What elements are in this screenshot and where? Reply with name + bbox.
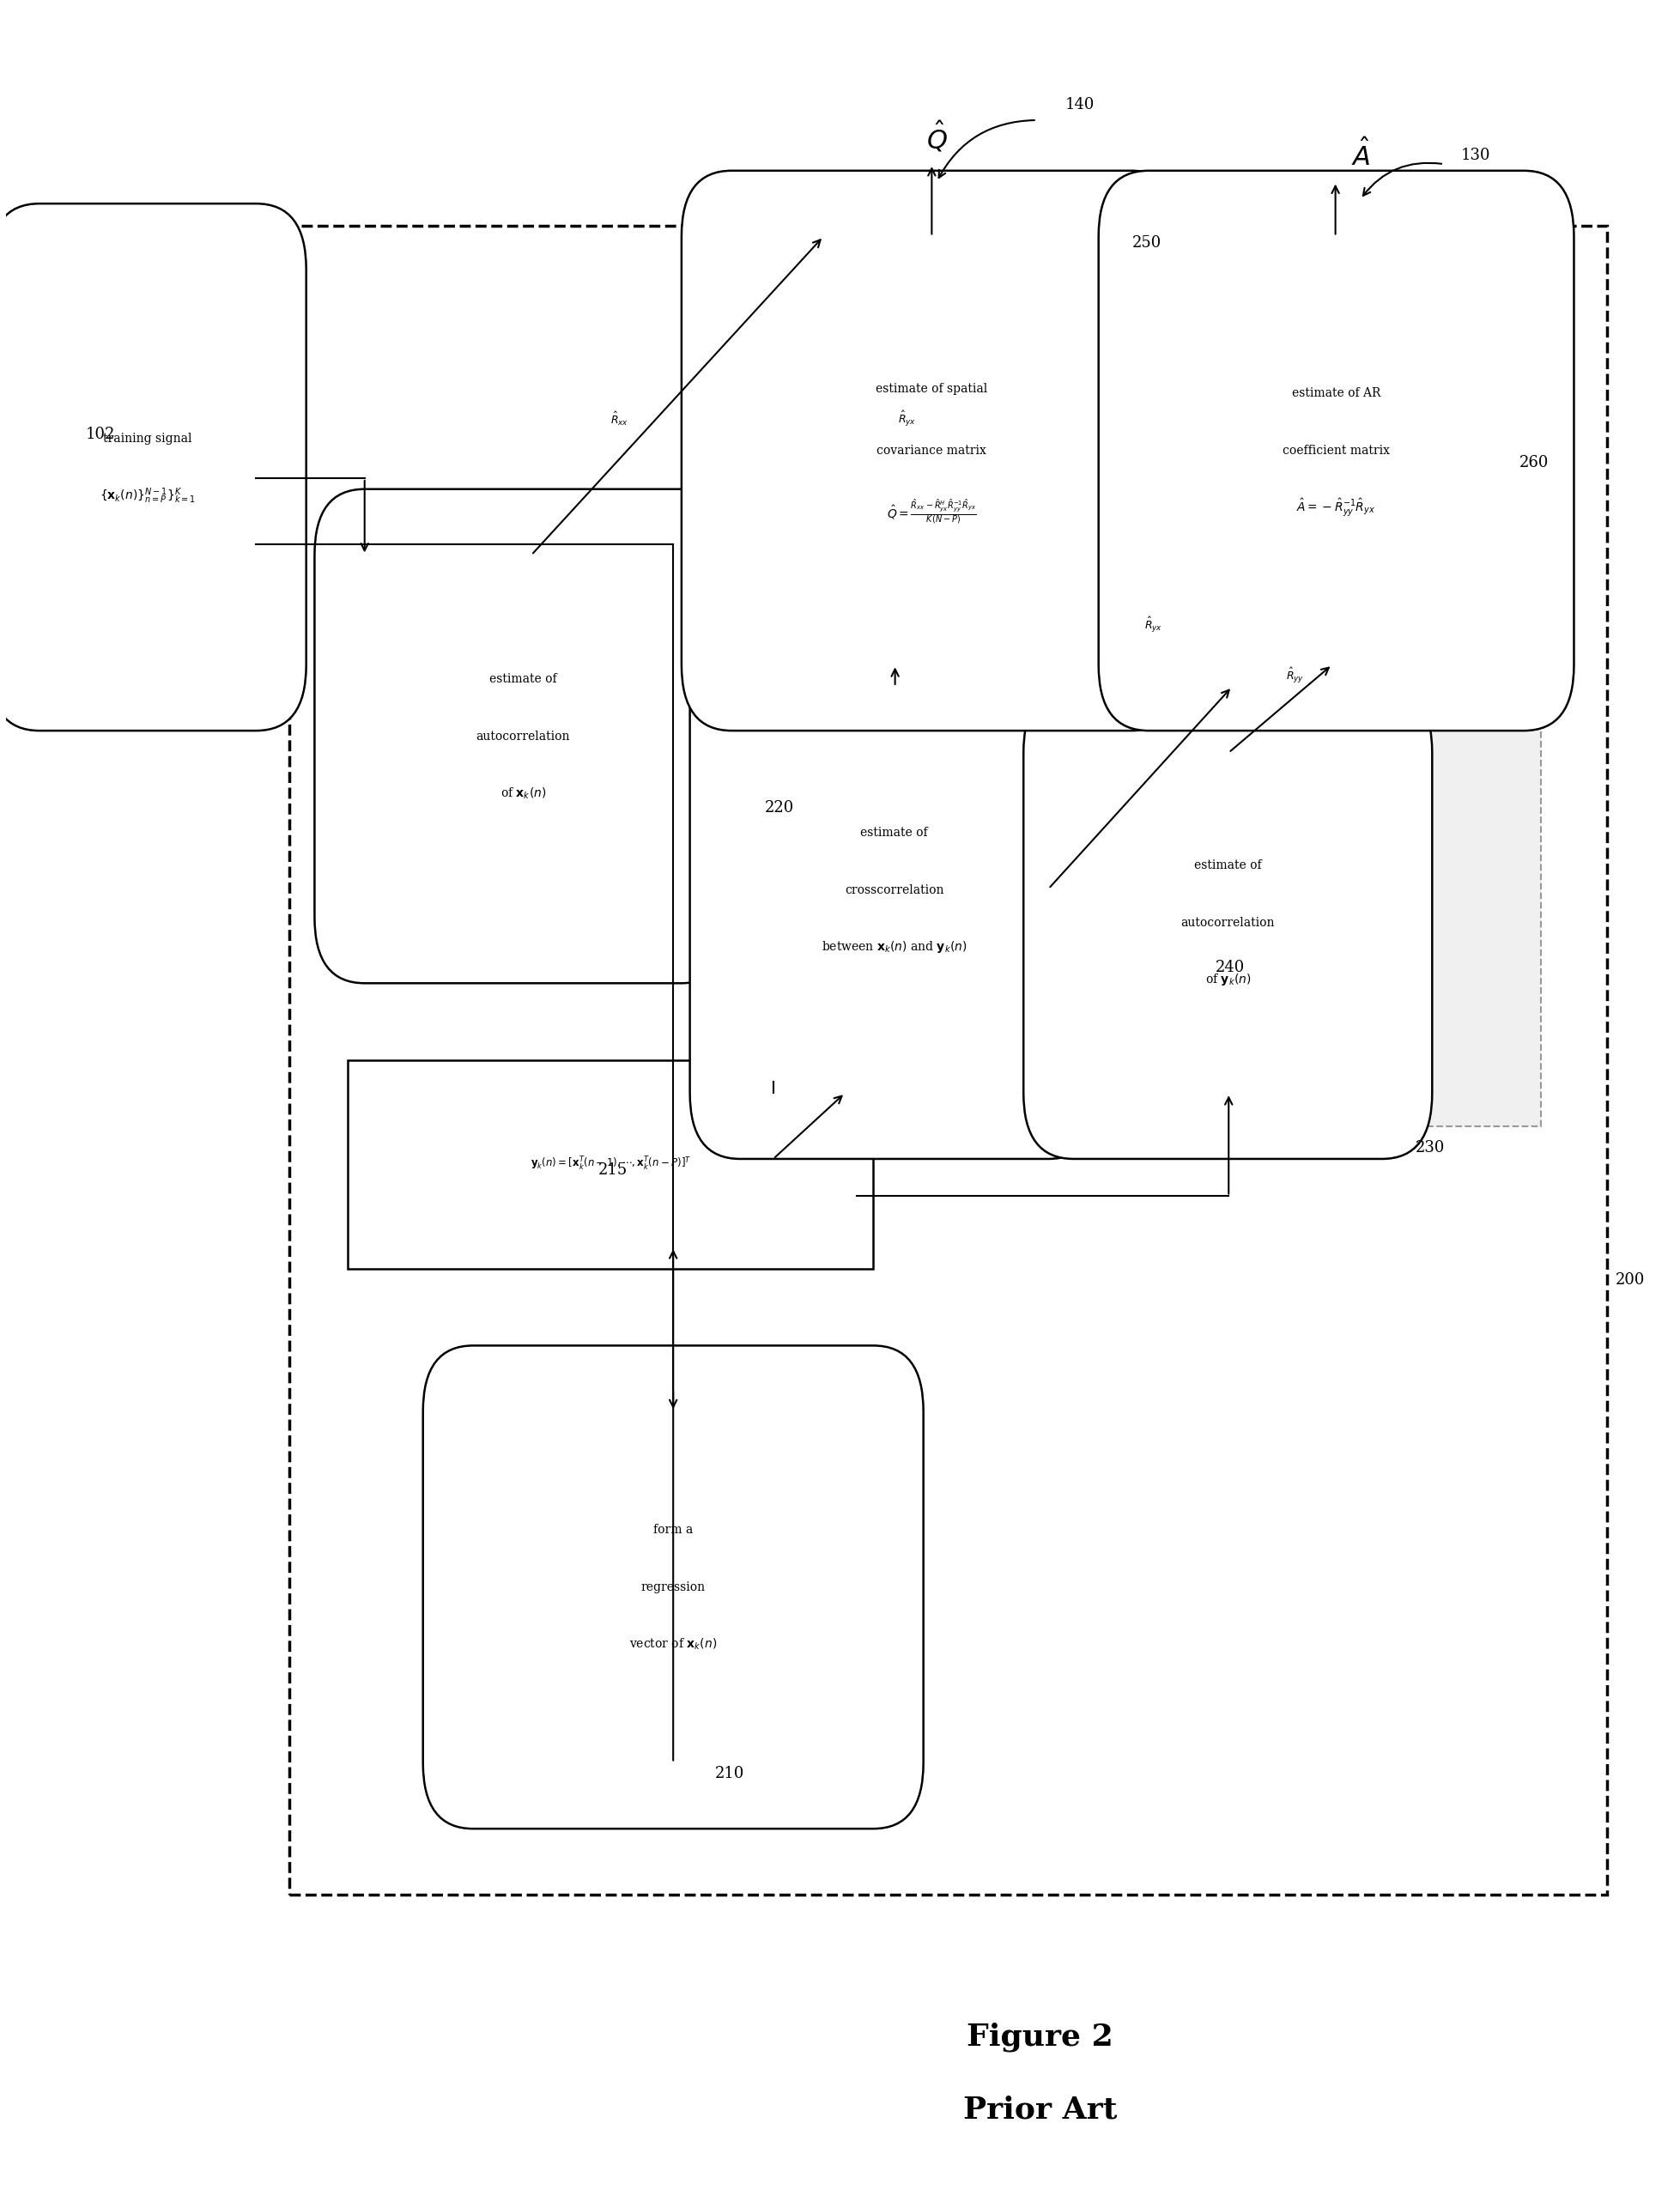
Text: crosscorrelation: crosscorrelation xyxy=(845,883,944,896)
Text: estimate of: estimate of xyxy=(489,673,556,684)
Text: $\hat{A} = -\hat{R}_{yy}^{-1} \hat{R}_{yx}$: $\hat{A} = -\hat{R}_{yy}^{-1} \hat{R}_{y… xyxy=(1297,497,1376,519)
Text: $\hat{Q} = \frac{\hat{R}_{xx} - \hat{R}_{yx}^H \hat{R}_{yy}^{-1} \hat{R}_{yx}}{K: $\hat{Q} = \frac{\hat{R}_{xx} - \hat{R}_… xyxy=(887,497,976,528)
Text: 210: 210 xyxy=(716,1766,744,1782)
Text: $\{\mathbf{x}_k(n)\}_{n=P}^{N-1}\}_{k=1}^{K}$: $\{\mathbf{x}_k(n)\}_{n=P}^{N-1}\}_{k=1}… xyxy=(99,486,197,506)
Text: regression: regression xyxy=(642,1581,706,1594)
Text: 220: 220 xyxy=(764,799,795,815)
Text: estimate of spatial: estimate of spatial xyxy=(875,384,988,395)
Text: covariance matrix: covariance matrix xyxy=(877,444,986,457)
Text: coefficient matrix: coefficient matrix xyxy=(1282,444,1389,457)
Text: $\mathbf{y}_k(n) = [\mathbf{x}_k^T(n-1), \cdots, \mathbf{x}_k^T(n-P)]^T$: $\mathbf{y}_k(n) = [\mathbf{x}_k^T(n-1),… xyxy=(531,1155,690,1172)
Text: 260: 260 xyxy=(1519,455,1549,470)
FancyBboxPatch shape xyxy=(707,247,1541,1126)
Text: 215: 215 xyxy=(598,1161,628,1177)
FancyBboxPatch shape xyxy=(1099,170,1574,731)
Text: form a: form a xyxy=(654,1524,694,1537)
FancyBboxPatch shape xyxy=(423,1345,924,1828)
Text: Prior Art: Prior Art xyxy=(963,2095,1117,2124)
Text: autocorrelation: autocorrelation xyxy=(475,731,570,742)
Text: $\hat{A}$: $\hat{A}$ xyxy=(1351,139,1371,172)
Text: of $\mathbf{y}_k(n)$: of $\mathbf{y}_k(n)$ xyxy=(1205,972,1252,987)
Text: 140: 140 xyxy=(1065,97,1095,113)
Text: Figure 2: Figure 2 xyxy=(968,2023,1114,2051)
Text: between $\mathbf{x}_k(n)$ and $\mathbf{y}_k(n)$: between $\mathbf{x}_k(n)$ and $\mathbf{y… xyxy=(822,938,968,954)
Text: 200: 200 xyxy=(1616,1272,1645,1287)
Text: $\hat{R}_{yx}$: $\hat{R}_{yx}$ xyxy=(1144,616,1163,634)
FancyBboxPatch shape xyxy=(682,170,1183,731)
Text: vector of $\mathbf{x}_k(n)$: vector of $\mathbf{x}_k(n)$ xyxy=(630,1636,717,1652)
FancyBboxPatch shape xyxy=(348,1060,874,1270)
Text: $\hat{R}_{yy}$: $\hat{R}_{yy}$ xyxy=(1287,667,1304,684)
Text: 130: 130 xyxy=(1460,148,1490,163)
Text: 230: 230 xyxy=(1416,1139,1445,1155)
FancyBboxPatch shape xyxy=(1023,687,1431,1159)
FancyBboxPatch shape xyxy=(690,620,1099,1159)
FancyBboxPatch shape xyxy=(314,490,731,983)
Text: 240: 240 xyxy=(1215,960,1245,976)
Text: $\hat{R}_{xx}$: $\hat{R}_{xx}$ xyxy=(612,411,628,428)
Text: estimate of: estimate of xyxy=(1194,859,1262,872)
Text: training signal: training signal xyxy=(104,433,192,444)
Text: $\hat{Q}$: $\hat{Q}$ xyxy=(926,121,948,155)
Text: 250: 250 xyxy=(1132,236,1161,252)
Text: $\hat{R}_{yx}$: $\hat{R}_{yx}$ xyxy=(897,408,916,428)
Text: estimate of AR: estimate of AR xyxy=(1292,389,1381,400)
Text: estimate of: estimate of xyxy=(860,826,927,839)
Text: of $\mathbf{x}_k(n)$: of $\mathbf{x}_k(n)$ xyxy=(501,786,546,802)
FancyBboxPatch shape xyxy=(0,203,306,731)
Text: autocorrelation: autocorrelation xyxy=(1181,916,1275,930)
FancyBboxPatch shape xyxy=(289,225,1608,1894)
Text: 102: 102 xyxy=(86,426,116,442)
